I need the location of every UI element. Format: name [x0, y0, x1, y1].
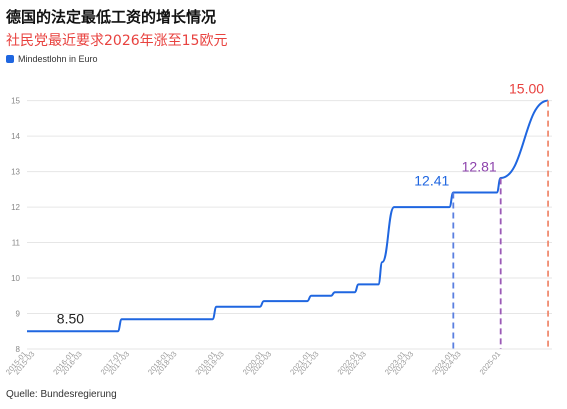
chart-subtitle: 社民党最近要求2026年涨至15欧元 [6, 33, 228, 49]
y-tick-label: 15 [11, 97, 20, 106]
y-tick-label: 10 [11, 274, 20, 283]
y-tick-label: 13 [11, 168, 20, 177]
data-label: 12.81 [462, 158, 497, 174]
series-line [27, 99, 549, 333]
y-tick-label: 8 [16, 345, 21, 354]
legend: Mindestlohn in Euro [6, 54, 98, 64]
x-tick-label: 2025-01 [478, 350, 503, 377]
legend-label: Mindestlohn in Euro [18, 54, 98, 64]
source-note: Quelle: Bundesregierung [6, 389, 117, 400]
data-label: 8.50 [57, 310, 84, 326]
legend-swatch [6, 55, 14, 63]
y-tick-label: 14 [11, 132, 20, 141]
data-label: 15.00 [509, 81, 544, 97]
y-tick-label: 11 [12, 239, 21, 248]
chart-title: 德国的法定最低工资的增长情况 [6, 8, 217, 26]
data-label: 12.41 [414, 173, 449, 189]
y-tick-label: 12 [11, 203, 20, 212]
y-tick-label: 9 [16, 310, 21, 319]
